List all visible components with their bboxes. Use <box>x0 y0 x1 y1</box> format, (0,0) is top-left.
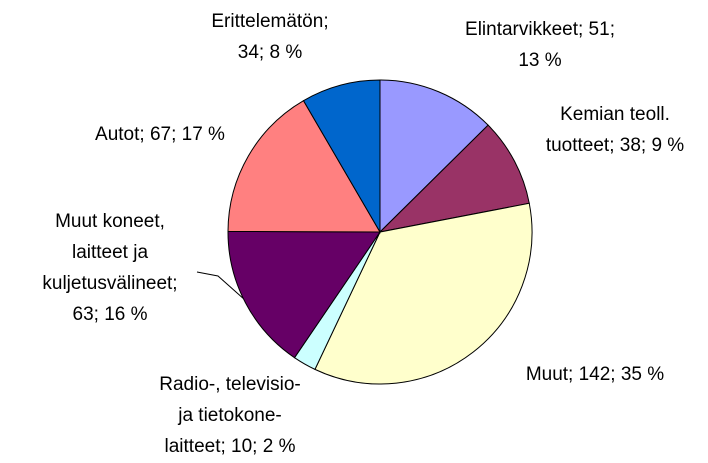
data-label: 63; 16 % <box>73 304 148 325</box>
data-label: Radio-, televisio- <box>159 374 301 395</box>
data-label: laitteet; 10; 2 % <box>165 436 296 457</box>
pie-slice <box>302 79 381 234</box>
data-label: kuljetusvälineet; <box>42 273 177 294</box>
data-label: ja tietokone- <box>177 405 282 426</box>
data-label: Autot; 67; 17 % <box>95 124 225 145</box>
pie-slice <box>314 202 533 385</box>
data-label: Erittelemätön; <box>211 11 328 32</box>
data-label: laitteet ja <box>72 242 148 263</box>
pie-slice <box>227 99 381 233</box>
data-label: Kemian teoll. <box>560 104 670 125</box>
pie-slice <box>379 79 489 234</box>
pie-slice <box>227 230 381 359</box>
pie-slice <box>378 124 530 233</box>
data-label: Muut koneet, <box>55 211 165 232</box>
data-label: Elintarvikkeet; 51; <box>465 19 615 40</box>
data-label: 13 % <box>518 50 561 71</box>
data-label: tuotteet; 38; 9 % <box>546 135 684 156</box>
data-label: 34; 8 % <box>238 42 303 63</box>
leader-line <box>196 271 246 301</box>
data-label: Muut; 142; 35 % <box>526 364 664 385</box>
